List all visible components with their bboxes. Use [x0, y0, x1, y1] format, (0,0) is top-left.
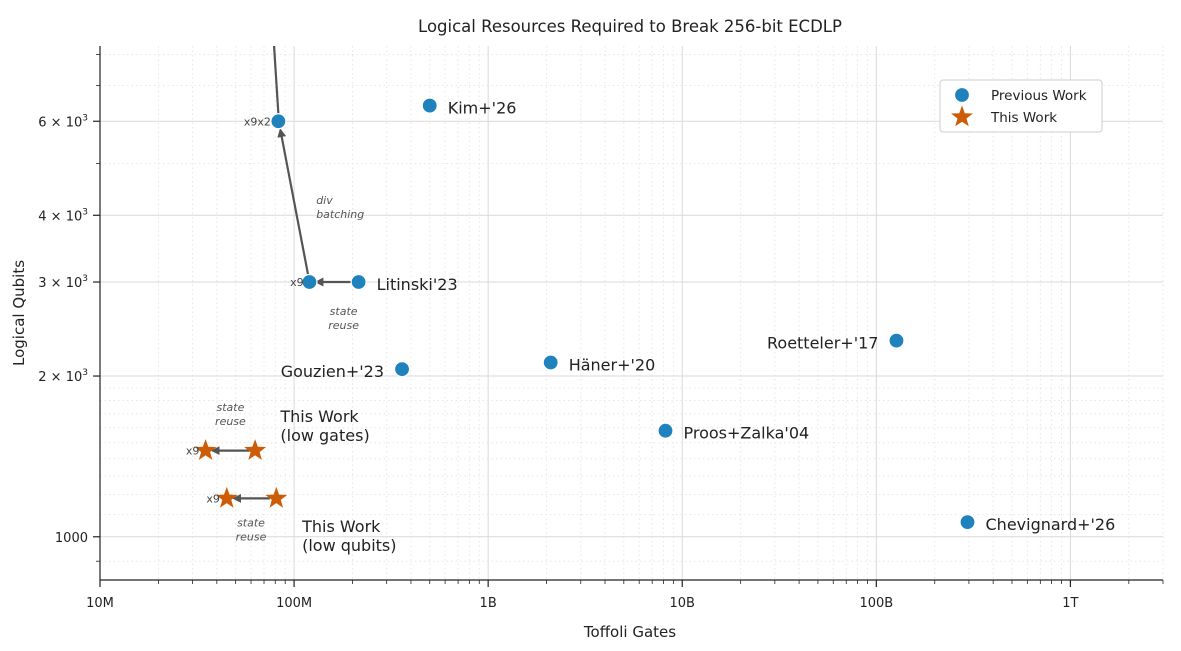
- y-tick-label: 3 × 103: [38, 274, 88, 291]
- point-label: Häner+'20: [569, 356, 656, 375]
- previous-work-point: [542, 354, 559, 371]
- previous-work-point: [888, 332, 905, 349]
- arrow: [277, 128, 310, 275]
- legend-star-marker: [951, 105, 973, 127]
- point-label: Roetteler+'17: [767, 334, 878, 353]
- multiplier-label: x9: [206, 492, 220, 505]
- multiplier-label: x9: [290, 276, 304, 289]
- previous-work-point: [301, 273, 318, 291]
- this-work-point: [194, 439, 217, 460]
- grid: [99, 46, 1164, 580]
- legend-box: [939, 79, 1103, 133]
- point-label: Gouzien+'23: [281, 362, 384, 381]
- annotation: state reuse: [236, 517, 267, 544]
- annotation: div batching: [316, 194, 364, 221]
- axes: 10M 100M 1B 10B 100B 1T 1000 2 × 103 3 × 103 4 × …: [38, 46, 1164, 611]
- y-tick-label: 1000: [55, 531, 88, 546]
- previous-work-point: [657, 422, 674, 439]
- x-tick-label: 1T: [1062, 596, 1078, 611]
- data-points: [194, 97, 976, 531]
- x-tick-label: 100B: [859, 596, 893, 611]
- previous-work-point: [270, 113, 287, 130]
- chart-title: Logical Resources Required to Break 256-…: [418, 17, 842, 36]
- previous-work-point: [421, 97, 438, 114]
- point-label: Proos+Zalka'04: [684, 424, 810, 443]
- this-work-point: [244, 439, 267, 460]
- arrow: [272, 46, 280, 114]
- y-axis-label: Logical Qubits: [10, 260, 28, 366]
- previous-work-point: [393, 361, 411, 378]
- x-tick-label: 1B: [480, 596, 497, 611]
- this-work-point: [265, 486, 288, 508]
- point-label: Kim+'26: [448, 99, 517, 118]
- legend: Previous Work This Work: [939, 79, 1103, 133]
- annotation: state reuse: [328, 305, 359, 332]
- previous-work-point: [350, 273, 367, 291]
- multiplier-label: x9x2: [244, 115, 271, 128]
- y-tick-label: 4 × 103: [38, 207, 88, 224]
- group-label: This Work (low qubits): [301, 517, 396, 555]
- legend-label: Previous Work: [991, 88, 1087, 104]
- x-tick-label: 100M: [276, 596, 312, 611]
- x-tick-label: 10B: [670, 596, 695, 611]
- multiplier-label: x9: [186, 445, 200, 458]
- y-tick-label: 6 × 103: [38, 113, 88, 130]
- point-label: Litinski'23: [377, 275, 458, 294]
- point-label: Chevignard+'26: [986, 515, 1116, 534]
- legend-label: This Work: [990, 110, 1057, 126]
- arrows: [210, 46, 353, 503]
- previous-work-point: [959, 514, 976, 531]
- x-axis-label: Toffoli Gates: [583, 623, 676, 641]
- y-tick-label: 2 × 103: [38, 368, 88, 385]
- point-labels: Kim+'26 Litinski'23 Gouzien+'23 Häner+'20 Pr…: [186, 99, 1115, 556]
- this-work-point: [215, 486, 238, 508]
- group-label: This Work (low gates): [279, 407, 369, 445]
- x-tick-label: 10M: [86, 596, 114, 611]
- legend-circle-marker: [953, 86, 971, 104]
- annotation: state reuse: [215, 401, 246, 428]
